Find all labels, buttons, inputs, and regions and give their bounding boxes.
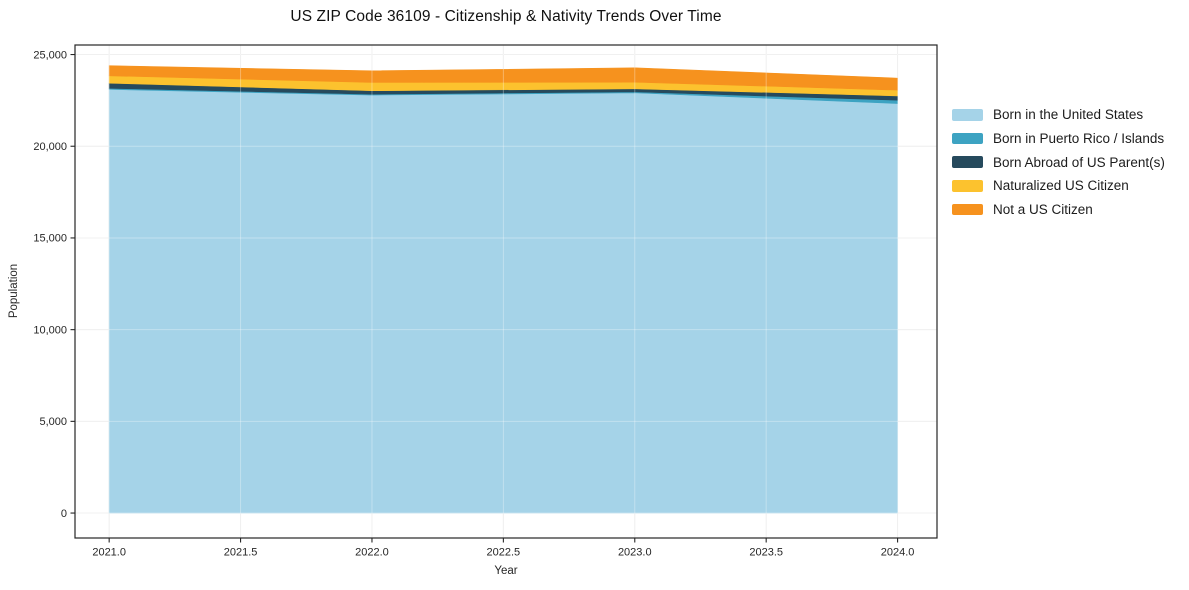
y-tick-label: 0 (61, 508, 67, 520)
legend-swatch-icon (952, 156, 983, 168)
y-tick-label: 25,000 (33, 49, 67, 61)
legend-item: Born Abroad of US Parent(s) (952, 150, 1165, 174)
x-tick-label: 2023.0 (618, 547, 652, 559)
legend-item: Born in Puerto Rico / Islands (952, 127, 1165, 151)
y-axis-label: Population (8, 263, 20, 319)
x-tick-label: 2022.5 (487, 547, 521, 559)
legend-label: Naturalized US Citizen (993, 178, 1129, 194)
x-tick-label: 2021.0 (92, 547, 126, 559)
legend-item: Naturalized US Citizen (952, 174, 1165, 198)
x-tick-label: 2021.5 (224, 547, 258, 559)
y-tick-label: 15,000 (33, 233, 67, 245)
legend-swatch-icon (952, 132, 983, 145)
legend-item: Not a US Citizen (952, 198, 1165, 222)
legend-swatch-icon (952, 180, 983, 192)
x-tick-label: 2022.0 (355, 547, 389, 559)
legend-item: Born in the United States (952, 103, 1165, 127)
legend-label: Not a US Citizen (993, 202, 1093, 218)
chart-title: US ZIP Code 36109 - Citizenship & Nativi… (290, 8, 722, 25)
x-tick-label: 2023.5 (749, 547, 783, 559)
legend-label: Born in Puerto Rico / Islands (993, 131, 1165, 147)
y-tick-label: 10,000 (33, 324, 67, 336)
legend-label: Born Abroad of US Parent(s) (993, 154, 1165, 170)
legend-swatch-icon (952, 203, 983, 216)
y-tick-label: 20,000 (33, 141, 67, 153)
legend-swatch-icon (952, 109, 983, 121)
legend-label: Born in the United States (993, 107, 1144, 123)
y-tick-label: 5,000 (39, 416, 67, 428)
legend: Born in the United States Born in Puerto… (952, 103, 1165, 221)
x-tick-label: 2024.0 (881, 547, 915, 559)
x-axis-label: Year (494, 565, 518, 577)
